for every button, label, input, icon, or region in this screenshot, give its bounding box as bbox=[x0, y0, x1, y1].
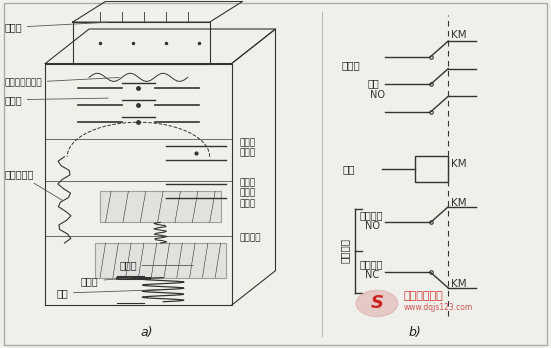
Text: S: S bbox=[370, 294, 383, 313]
Text: 辅助常
开触头
动铁心: 辅助常 开触头 动铁心 bbox=[240, 178, 256, 208]
Text: a): a) bbox=[141, 326, 153, 339]
Text: 主触头: 主触头 bbox=[341, 60, 360, 70]
Text: 灭弧罩: 灭弧罩 bbox=[4, 22, 108, 32]
Text: 静铁心: 静铁心 bbox=[119, 261, 193, 270]
Text: 触头压力弹簧片: 触头压力弹簧片 bbox=[4, 78, 119, 87]
Text: NO: NO bbox=[365, 221, 380, 231]
Text: KM: KM bbox=[451, 159, 467, 169]
Text: b): b) bbox=[409, 326, 422, 339]
Circle shape bbox=[356, 290, 398, 317]
Text: 缓冲弹簧: 缓冲弹簧 bbox=[240, 234, 261, 242]
Text: 常开: 常开 bbox=[368, 79, 379, 88]
Text: KM: KM bbox=[451, 30, 467, 40]
Text: 常开触头: 常开触头 bbox=[360, 210, 383, 220]
Bar bbox=[95, 243, 226, 278]
Bar bbox=[415, 156, 448, 182]
Text: 反作用弹簧: 反作用弹簧 bbox=[4, 169, 62, 200]
Text: 线圈: 线圈 bbox=[342, 164, 355, 174]
Text: 线圈: 线圈 bbox=[56, 288, 160, 298]
Text: 主触头: 主触头 bbox=[4, 95, 108, 105]
Text: www.dqjs123.com: www.dqjs123.com bbox=[403, 303, 473, 313]
Text: KM: KM bbox=[451, 198, 467, 208]
Text: 常闭触头: 常闭触头 bbox=[360, 259, 383, 269]
Text: 电工技术之家: 电工技术之家 bbox=[403, 291, 443, 301]
Text: 短路环: 短路环 bbox=[81, 276, 133, 286]
Text: KM: KM bbox=[451, 279, 467, 289]
Text: 辅助常
闭触头: 辅助常 闭触头 bbox=[240, 139, 256, 158]
Text: NC: NC bbox=[365, 270, 379, 280]
Text: NO: NO bbox=[370, 90, 385, 100]
Text: 辅助触头: 辅助触头 bbox=[340, 238, 350, 263]
Bar bbox=[100, 191, 221, 222]
